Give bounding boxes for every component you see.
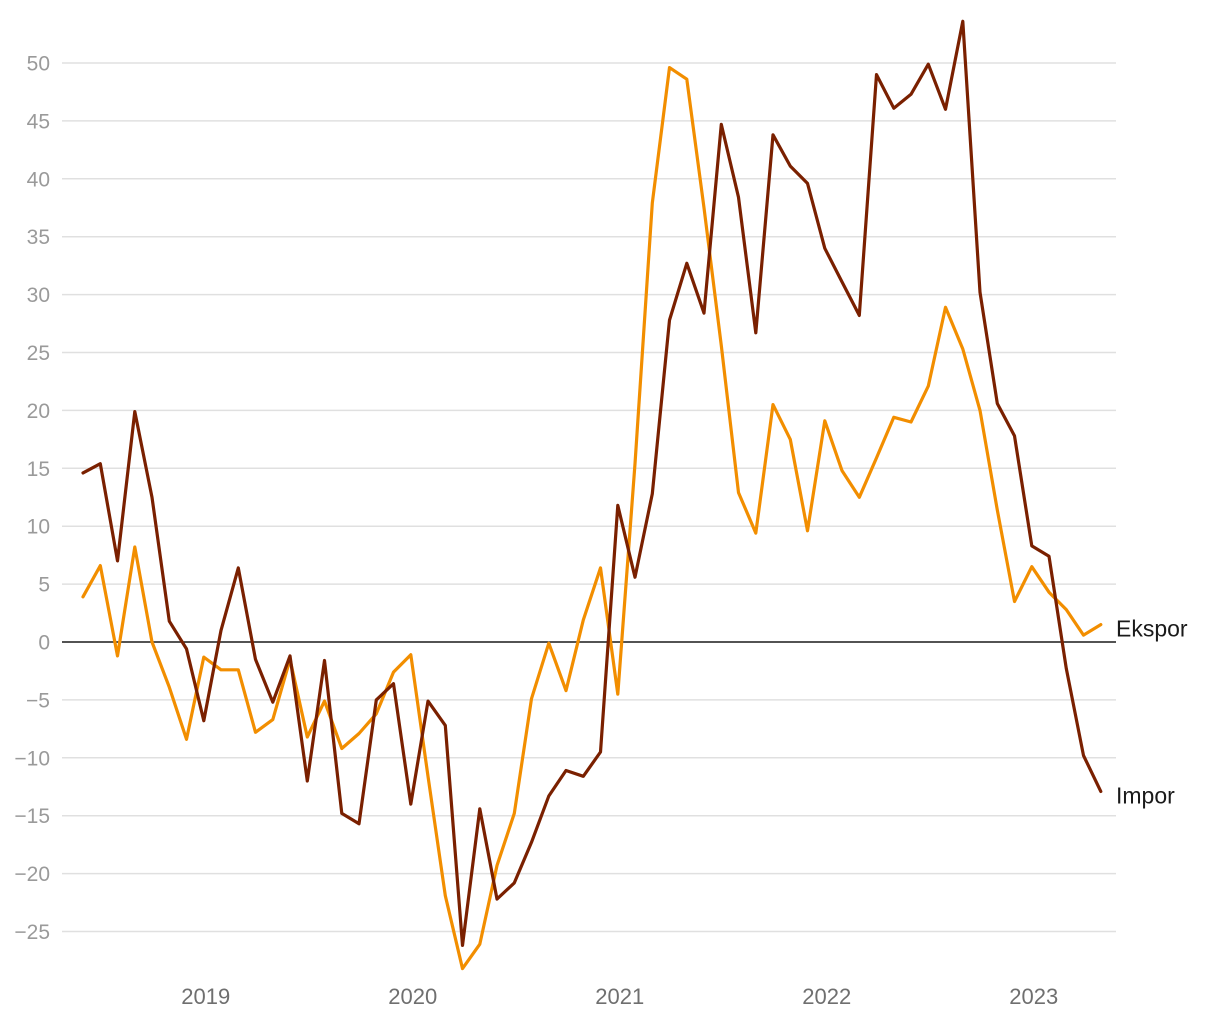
y-tick-label: 20 [27,400,50,423]
y-tick-label: −25 [14,921,50,944]
series-label-impor: Impor [1116,782,1175,808]
x-tick-label: 2021 [595,984,644,1009]
series-end-labels: Ekspor Impor [1116,616,1188,809]
y-tick-label: 5 [38,574,50,597]
y-tick-label: −20 [14,863,50,886]
series-line-ekspor [81,66,1103,971]
y-tick-label: 30 [27,284,50,307]
x-tick-label: 2022 [802,984,851,1009]
y-tick-label: −5 [26,689,50,712]
y-tick-label: 50 [27,53,50,76]
y-tick-label: 35 [27,226,50,249]
y-tick-label: 25 [27,342,50,365]
x-tick-label: 2020 [388,984,437,1009]
series-layer [81,19,1103,971]
series-label-ekspor: Ekspor [1116,616,1188,642]
y-axis-ticks: −25 −20 −15 −10 −5 0 5 10 15 20 25 30 35 40 45 50 [14,53,50,945]
grid-layer [62,62,1116,933]
x-tick-label: 2023 [1009,984,1058,1009]
y-tick-label: −10 [14,747,50,770]
y-tick-label: 10 [27,516,50,539]
x-axis-ticks: 2019 2020 2021 2022 2023 [181,984,1058,1009]
y-tick-label: 0 [38,632,50,655]
series-line-impor [81,19,1103,947]
y-tick-label: 45 [27,110,50,133]
y-tick-label: 40 [27,168,50,191]
x-tick-label: 2019 [181,984,230,1009]
y-tick-label: −15 [14,805,50,828]
y-tick-label: 15 [27,458,50,481]
